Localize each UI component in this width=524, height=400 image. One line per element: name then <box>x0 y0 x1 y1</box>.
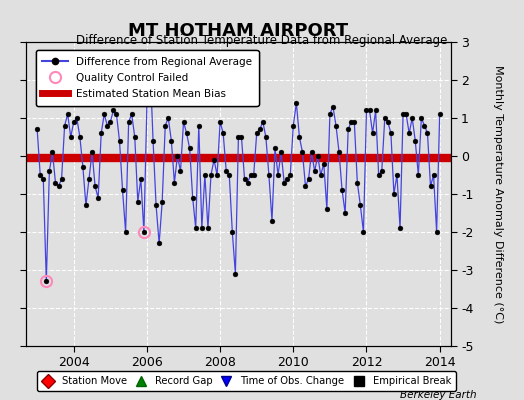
Text: Berkeley Earth: Berkeley Earth <box>400 390 477 400</box>
Title: MT HOTHAM AIRPORT: MT HOTHAM AIRPORT <box>128 22 348 40</box>
Y-axis label: Monthly Temperature Anomaly Difference (°C): Monthly Temperature Anomaly Difference (… <box>493 65 503 323</box>
Legend: Station Move, Record Gap, Time of Obs. Change, Empirical Break: Station Move, Record Gap, Time of Obs. C… <box>37 371 456 391</box>
Legend: Difference from Regional Average, Quality Control Failed, Estimated Station Mean: Difference from Regional Average, Qualit… <box>36 50 258 106</box>
Text: Difference of Station Temperature Data from Regional Average: Difference of Station Temperature Data f… <box>77 34 447 47</box>
